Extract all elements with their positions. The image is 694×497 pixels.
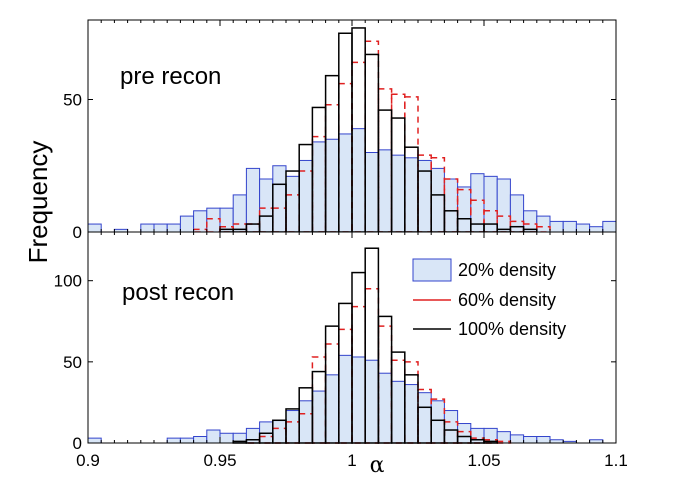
legend-swatch-20	[412, 258, 452, 282]
bar	[232, 194, 247, 233]
legend-label-60: 60% density	[458, 290, 556, 310]
bar	[245, 427, 261, 444]
series-20-density	[87, 128, 617, 233]
y-tick-label: 50	[63, 353, 82, 372]
bar	[259, 421, 274, 444]
bar	[259, 178, 274, 233]
bar	[589, 226, 604, 233]
bar	[166, 437, 181, 444]
bar	[430, 167, 445, 233]
bar	[509, 434, 525, 444]
bar	[311, 390, 327, 444]
x-tick-label: 1	[347, 451, 356, 470]
bar	[272, 419, 287, 444]
x-tick-labels: 0.9 0.95 1 1.05 1.1	[76, 451, 628, 470]
bar	[364, 152, 379, 233]
bar	[166, 223, 181, 233]
bar	[575, 223, 591, 233]
bar	[457, 186, 472, 233]
bar	[391, 380, 406, 444]
bar	[285, 175, 300, 233]
bar	[245, 167, 261, 233]
bar	[602, 220, 617, 233]
y-tick-label: 0	[73, 223, 82, 242]
y-tick-label: 50	[63, 91, 82, 110]
bar	[338, 354, 353, 444]
bar	[219, 207, 234, 233]
bar	[272, 165, 287, 233]
y-tick-label: 0	[73, 434, 82, 453]
bar	[470, 173, 485, 233]
bar	[443, 410, 459, 444]
bar	[523, 436, 538, 444]
bar	[179, 215, 195, 233]
bar	[325, 374, 340, 444]
x-tick-label: 1.05	[467, 451, 500, 470]
bar	[496, 178, 511, 233]
bar	[404, 157, 419, 233]
bar	[562, 220, 577, 233]
x-tick-label: 0.9	[76, 451, 100, 470]
bar	[351, 128, 366, 233]
bar	[391, 154, 406, 233]
x-tick-label: 0.95	[203, 451, 236, 470]
panel-label-post-recon: post recon	[122, 279, 234, 306]
bar	[536, 215, 551, 233]
legend-label-20: 20% density	[458, 260, 556, 280]
bars-pre-recon	[87, 27, 617, 233]
y-ticks-post-recon: 0 50 100	[54, 272, 616, 453]
bar	[206, 429, 221, 444]
x-tick-label: 1.1	[604, 451, 628, 470]
bar	[377, 372, 393, 444]
bar	[549, 220, 564, 233]
bar	[140, 223, 155, 233]
panel-label-pre-recon: pre recon	[120, 63, 221, 90]
bar	[338, 133, 353, 233]
y-axis-label: Frequency	[23, 141, 53, 264]
bar	[179, 437, 195, 444]
bar	[325, 138, 340, 233]
bar	[298, 400, 313, 444]
bar	[219, 432, 234, 444]
bar	[311, 141, 327, 233]
bar	[443, 178, 459, 233]
bar	[351, 356, 366, 444]
bar	[457, 423, 472, 444]
bar	[536, 436, 551, 444]
bar	[87, 223, 102, 233]
bar	[364, 359, 379, 444]
x-ticks-post-recon	[87, 232, 617, 443]
bar	[285, 410, 300, 444]
x-axis-label: α	[370, 453, 385, 478]
bar	[153, 223, 168, 233]
panel-pre-recon: 0 50 pre recon	[63, 19, 617, 242]
bar	[193, 436, 208, 444]
bar	[206, 207, 221, 233]
panel-post-recon: 0 50 100 post recon	[54, 231, 617, 453]
bar	[404, 384, 419, 444]
y-tick-label: 100	[54, 272, 82, 291]
bar	[87, 437, 102, 444]
bar	[483, 210, 498, 233]
legend-label-100: 100% density	[458, 319, 566, 339]
bar	[470, 427, 485, 444]
legend: 20% density 60% density 100% density	[412, 258, 566, 339]
bar	[417, 392, 432, 444]
bar	[377, 149, 393, 233]
bar	[430, 400, 445, 444]
